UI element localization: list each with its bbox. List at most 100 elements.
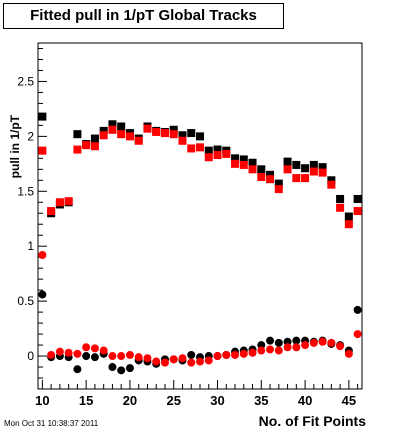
data-point xyxy=(231,159,240,168)
data-point xyxy=(353,207,362,216)
data-point xyxy=(204,146,213,155)
data-point xyxy=(125,364,134,373)
x-tick-label: 45 xyxy=(342,393,356,408)
data-point xyxy=(353,305,362,314)
data-point xyxy=(169,130,178,139)
data-point xyxy=(266,336,275,345)
data-point xyxy=(274,185,283,194)
y-tick-label: 2.5 xyxy=(17,74,34,88)
data-point xyxy=(274,179,283,188)
data-point xyxy=(90,353,99,362)
data-point xyxy=(196,143,204,152)
data-point xyxy=(187,129,196,138)
chart-title: Fitted pull in 1/pT Global Tracks xyxy=(3,3,284,29)
x-tick-label: 15 xyxy=(79,393,93,408)
axis-ticks xyxy=(38,47,359,389)
data-point xyxy=(178,131,187,140)
data-point xyxy=(125,132,134,141)
y-axis-label: pull in 1/pT xyxy=(8,114,22,178)
data-point xyxy=(213,151,222,160)
data-point xyxy=(187,144,196,153)
data-point xyxy=(266,170,275,179)
x-tick-label: 25 xyxy=(166,393,180,408)
x-tick-label: 35 xyxy=(254,393,268,408)
data-point xyxy=(309,338,318,347)
data-point xyxy=(248,348,257,357)
data-point xyxy=(344,212,353,221)
data-point xyxy=(108,352,117,361)
data-point xyxy=(239,160,248,169)
data-point xyxy=(108,363,117,372)
data-point xyxy=(266,345,275,354)
data-point xyxy=(344,349,353,358)
data-point xyxy=(292,343,301,352)
data-point xyxy=(160,358,169,367)
data-point xyxy=(99,131,108,140)
plot-frame xyxy=(37,42,363,390)
data-point xyxy=(90,344,99,353)
data-point xyxy=(222,149,231,158)
data-point xyxy=(143,354,152,363)
series-1 xyxy=(38,124,362,229)
data-point xyxy=(187,358,196,367)
data-point xyxy=(47,350,56,359)
axis-tick-labels: 10 15 20 25 30 35 40 45 0 0.5 1 1.5 2 2.5 xyxy=(17,74,356,408)
data-point xyxy=(266,175,275,184)
data-point xyxy=(336,194,345,203)
y-tick-label: 0.5 xyxy=(17,294,34,308)
data-point xyxy=(73,145,82,154)
timestamp: Mon Oct 31 10:38:37 2011 xyxy=(4,419,99,428)
data-point xyxy=(239,349,248,358)
data-point xyxy=(301,174,310,183)
data-point xyxy=(64,197,73,206)
data-point xyxy=(108,120,117,129)
data-point xyxy=(283,343,292,352)
series-3 xyxy=(38,250,362,367)
data-point xyxy=(82,141,91,150)
data-point xyxy=(257,341,266,350)
data-point xyxy=(248,158,257,167)
data-point xyxy=(38,290,47,299)
data-point xyxy=(38,146,47,155)
y-tick-label: 0 xyxy=(27,349,34,363)
data-point xyxy=(301,341,310,350)
data-point xyxy=(353,194,362,203)
data-point xyxy=(90,142,99,151)
data-point xyxy=(318,337,327,346)
y-tick-label: 1 xyxy=(27,239,34,253)
data-point xyxy=(292,336,301,345)
data-point xyxy=(99,346,108,355)
data-point xyxy=(73,365,82,374)
data-point xyxy=(231,154,240,163)
data-point xyxy=(178,136,187,145)
data-point xyxy=(318,168,327,177)
data-point xyxy=(292,174,301,183)
data-point xyxy=(90,134,99,143)
data-point xyxy=(169,355,178,364)
data-point xyxy=(318,163,327,172)
data-point xyxy=(257,165,266,174)
data-point xyxy=(327,338,336,347)
data-point xyxy=(204,153,213,162)
y-tick-label: 1.5 xyxy=(17,184,34,198)
data-point xyxy=(231,350,240,359)
data-point xyxy=(55,347,64,356)
data-point xyxy=(117,122,126,131)
data-point xyxy=(143,124,152,133)
data-point xyxy=(38,112,47,121)
data-point xyxy=(274,338,283,347)
data-point xyxy=(248,165,257,174)
data-point xyxy=(301,164,310,173)
data-point xyxy=(125,350,134,359)
series-0 xyxy=(38,112,362,221)
data-markers xyxy=(38,112,362,375)
data-point xyxy=(47,207,56,216)
data-point xyxy=(283,165,292,174)
y-tick-label: 2 xyxy=(27,129,34,143)
data-point xyxy=(327,176,336,185)
data-point xyxy=(108,125,117,134)
data-point xyxy=(283,337,292,346)
x-tick-label: 40 xyxy=(298,393,312,408)
data-point xyxy=(178,354,187,363)
